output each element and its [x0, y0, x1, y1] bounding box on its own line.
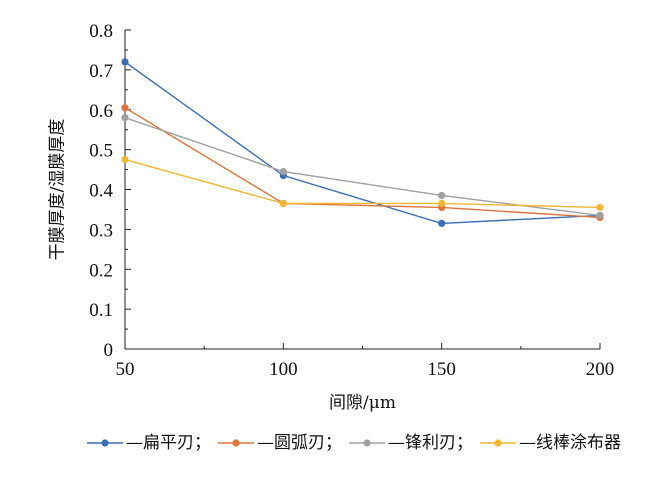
x-tick-label: 50: [116, 359, 135, 380]
y-tick-label: 0.7: [89, 61, 113, 82]
x-tick-label: 100: [269, 359, 298, 380]
y-tick-label: 0: [104, 340, 114, 361]
x-axis-label: 间隙/μm: [329, 393, 396, 413]
data-point: [438, 199, 446, 208]
data-point: [596, 211, 604, 220]
legend-label: —圆弧刃；: [257, 433, 342, 453]
legend-swatch: [218, 439, 254, 447]
legend-label: —扁平刃；: [126, 433, 211, 453]
data-point: [596, 203, 604, 212]
y-tick-label: 0.6: [89, 101, 113, 122]
axes: [124, 30, 600, 350]
legend-item: —圆弧刃；: [217, 428, 342, 458]
series-line-1: [124, 61, 601, 225]
y-tick-label: 0.4: [89, 181, 113, 202]
legend-swatch: [349, 439, 385, 447]
legend-label: —线棒涂布器: [519, 433, 621, 453]
data-point: [121, 155, 129, 164]
data-point: [121, 58, 129, 66]
legend-item: —扁平刃；: [86, 428, 211, 458]
data-point: [438, 219, 446, 227]
data-point: [279, 167, 287, 176]
line-chart: 0 0.1 0.2 0.3 0.4 0.5 0.6 0.7 0.8 50 100 150 200 间隙…: [48, 21, 615, 413]
y-tick-label: 0.8: [89, 21, 113, 42]
legend-item: —锋利刃；: [348, 428, 473, 458]
data-point: [121, 104, 129, 112]
series-line-2: [124, 107, 601, 219]
data-point: [121, 114, 129, 122]
series-line-3: [124, 117, 601, 217]
legend-label: —锋利刃；: [388, 433, 473, 453]
y-tick-label: 0.3: [89, 220, 113, 241]
series-line-4: [124, 158, 601, 209]
data-point: [279, 199, 287, 208]
legend: —扁平刃； —圆弧刃； —锋利刃； —线棒涂布器: [86, 428, 646, 459]
series-group: [121, 58, 604, 227]
x-ticks: 50 100 150 200: [116, 343, 615, 380]
y-axis-label: 干膜厚度/湿膜厚度: [48, 119, 68, 261]
legend-item: —线棒涂布器: [479, 428, 621, 458]
x-tick-label: 150: [427, 359, 456, 380]
y-tick-label: 0.1: [89, 300, 113, 321]
y-tick-label: 0.2: [89, 260, 113, 281]
legend-swatch: [87, 439, 123, 447]
legend-swatch: [480, 439, 516, 447]
data-point: [438, 191, 446, 200]
x-tick-label: 200: [586, 359, 615, 380]
y-tick-label: 0.5: [89, 141, 113, 162]
